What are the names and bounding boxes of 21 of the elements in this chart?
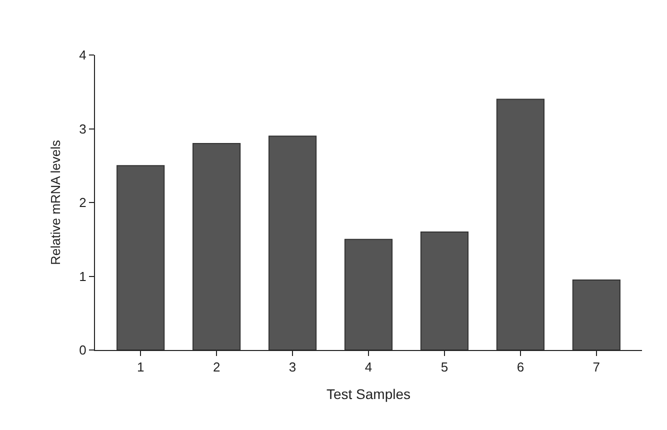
bar <box>496 98 544 350</box>
y-axis-title: Relative mRNA levels <box>48 140 64 265</box>
bar <box>420 232 469 350</box>
bar <box>192 143 241 350</box>
bar <box>268 136 317 350</box>
bar <box>116 165 165 350</box>
x-tick-label: 3 <box>288 360 296 375</box>
y-tick-label: 4 <box>79 48 86 63</box>
y-tick-label: 1 <box>79 268 86 284</box>
y-tick-label: 3 <box>79 121 86 136</box>
bar <box>344 238 393 350</box>
x-tick-label: 1 <box>136 360 144 375</box>
y-tick-label: 0 <box>79 342 86 358</box>
bar <box>572 279 620 350</box>
x-tick-label: 4 <box>364 360 372 375</box>
x-tick-label: 7 <box>592 360 600 375</box>
x-tick-label: 5 <box>440 360 448 375</box>
x-axis-title: Test Samples <box>326 386 411 402</box>
y-tick-label: 2 <box>79 195 86 210</box>
x-tick-label: 6 <box>516 360 524 375</box>
x-tick-label: 2 <box>212 360 220 375</box>
